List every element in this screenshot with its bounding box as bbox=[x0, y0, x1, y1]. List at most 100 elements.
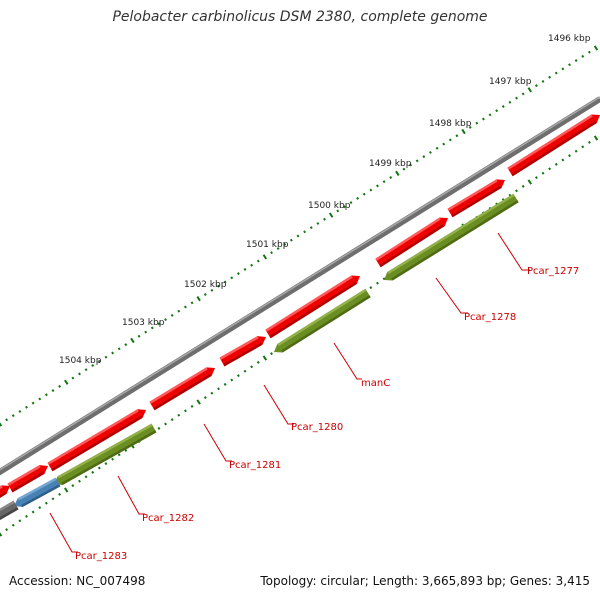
genome-summary-text: Topology: circular; Length: 3,665,893 bp… bbox=[260, 574, 590, 588]
inner-ruler-tick bbox=[515, 189, 518, 193]
outer-ruler-tick bbox=[376, 184, 379, 188]
outer-ruler-tick bbox=[203, 293, 207, 296]
outer-ruler-tick bbox=[117, 347, 121, 351]
inner-ruler-tick bbox=[78, 479, 81, 483]
outer-ruler-tick bbox=[402, 167, 406, 171]
inner-ruler-tick bbox=[587, 140, 591, 144]
reverse-gene-edge[interactable] bbox=[0, 500, 19, 521]
outer-ruler-tick bbox=[5, 418, 9, 422]
outer-ruler-tick bbox=[157, 322, 161, 326]
reverse-gene-pcar-1278[interactable] bbox=[384, 193, 519, 281]
outer-ruler-tick bbox=[104, 355, 108, 359]
reverse-gene-pcar-1282[interactable] bbox=[54, 423, 157, 485]
forward-gene-e[interactable] bbox=[219, 336, 266, 367]
map-title: Pelobacter carbinolicus DSM 2380, comple… bbox=[112, 9, 488, 25]
outer-ruler-tick bbox=[495, 109, 499, 113]
outer-ruler-tick bbox=[217, 284, 220, 288]
forward-gene-d[interactable] bbox=[265, 275, 360, 339]
outer-ruler-tick bbox=[309, 226, 313, 230]
inner-ruler-tick bbox=[541, 171, 545, 175]
forward-gene-c[interactable] bbox=[375, 217, 448, 268]
leader-pcar-1280 bbox=[263, 384, 294, 425]
reverse-gene-pcar-1283[interactable] bbox=[14, 477, 61, 508]
inner-ruler-tick bbox=[593, 135, 599, 141]
gene-label-pcar-1282[interactable]: Pcar_1282 bbox=[142, 513, 194, 524]
gene-label-pcar-1280[interactable]: Pcar_1280 bbox=[291, 422, 343, 433]
outer-ruler-tick bbox=[164, 318, 167, 322]
ruler-label-1496: 1496 kbp bbox=[548, 34, 591, 44]
forward-gene-f[interactable] bbox=[149, 367, 215, 411]
ruler-label-1499: 1499 kbp bbox=[369, 159, 412, 169]
outer-ruler-tick bbox=[382, 180, 386, 184]
forward-gene-h[interactable] bbox=[7, 465, 48, 493]
outer-ruler-tick bbox=[190, 301, 194, 305]
outer-ruler-tick bbox=[18, 410, 22, 413]
gene-label-pcar-1283[interactable]: Pcar_1283 bbox=[75, 551, 127, 562]
forward-gene-b[interactable] bbox=[447, 179, 505, 218]
outer-ruler-tick bbox=[409, 163, 413, 167]
inner-ruler-tick bbox=[97, 466, 101, 470]
outer-ruler-tick bbox=[587, 50, 591, 54]
outer-ruler-tick bbox=[38, 397, 42, 401]
outer-ruler-tick bbox=[296, 234, 300, 238]
outer-ruler-tick bbox=[64, 379, 69, 385]
gene-label-pcar-1281[interactable]: Pcar_1281 bbox=[229, 460, 281, 471]
outer-ruler-tick bbox=[362, 192, 366, 196]
outer-ruler-tick bbox=[515, 96, 518, 100]
outer-ruler-tick bbox=[336, 209, 340, 213]
inner-ruler-tick bbox=[554, 162, 558, 166]
outer-ruler-tick bbox=[183, 305, 187, 309]
inner-ruler-tick bbox=[51, 497, 55, 501]
outer-ruler-tick bbox=[593, 45, 599, 51]
reverse-gene-manc[interactable] bbox=[274, 288, 371, 353]
outer-ruler-tick bbox=[389, 176, 393, 179]
outer-ruler-tick bbox=[448, 138, 452, 142]
outer-ruler-tick bbox=[568, 63, 571, 67]
inner-ruler-tick bbox=[210, 391, 214, 395]
gene-label-pcar-1277[interactable]: Pcar_1277 bbox=[527, 266, 579, 277]
inner-ruler-tick bbox=[111, 457, 115, 461]
outer-ruler-tick bbox=[316, 222, 320, 225]
outer-ruler-tick bbox=[468, 125, 472, 129]
ruler-label-1500: 1500 kbp bbox=[308, 201, 351, 211]
reverse-strand bbox=[0, 193, 519, 521]
outer-ruler-tick bbox=[289, 238, 293, 242]
outer-ruler-tick bbox=[356, 196, 360, 200]
inner-ruler-tick bbox=[196, 399, 201, 405]
gene-label-manc[interactable]: manC bbox=[361, 378, 390, 389]
inner-ruler-tick bbox=[270, 352, 273, 356]
outer-ruler-tick bbox=[270, 251, 273, 255]
outer-ruler-tick bbox=[177, 309, 181, 313]
inner-ruler-tick bbox=[568, 154, 571, 158]
outer-ruler-tick bbox=[262, 254, 268, 260]
outer-ruler-tick bbox=[415, 159, 419, 163]
outer-ruler-tick bbox=[196, 296, 201, 302]
outer-ruler-tick bbox=[581, 54, 585, 58]
outer-ruler-tick bbox=[422, 155, 426, 159]
inner-ruler-tick bbox=[31, 510, 35, 514]
forward-gene-i[interactable] bbox=[0, 485, 10, 502]
forward-gene-g[interactable] bbox=[47, 409, 146, 472]
outer-ruler-tick bbox=[548, 75, 552, 79]
outer-ruler-tick bbox=[78, 372, 81, 376]
outer-ruler-tick bbox=[210, 288, 214, 292]
forward-gene-a[interactable] bbox=[507, 114, 600, 177]
inner-ruler-tick bbox=[250, 365, 254, 369]
outer-ruler-tick bbox=[250, 263, 254, 267]
outer-ruler-tick bbox=[223, 280, 227, 284]
outer-ruler-tick bbox=[488, 113, 492, 117]
inner-ruler-tick bbox=[223, 382, 227, 386]
genome-backbone-highlight bbox=[0, 96, 600, 471]
outer-ruler-tick bbox=[501, 105, 505, 108]
accession-text: Accession: NC_007498 bbox=[9, 574, 146, 588]
leader-manc bbox=[333, 342, 362, 380]
outer-ruler-tick bbox=[124, 343, 128, 347]
inner-ruler-tick bbox=[376, 281, 379, 285]
inner-ruler-tick bbox=[5, 528, 9, 532]
outer-ruler-tick bbox=[256, 259, 260, 263]
ruler-labels: 1496 kbp 1497 kbp 1498 kbp 1499 kbp 1500… bbox=[59, 34, 591, 366]
gene-label-pcar-1278[interactable]: Pcar_1278 bbox=[464, 312, 516, 323]
inner-ruler-tick bbox=[574, 149, 578, 153]
outer-ruler-tick bbox=[25, 405, 28, 409]
